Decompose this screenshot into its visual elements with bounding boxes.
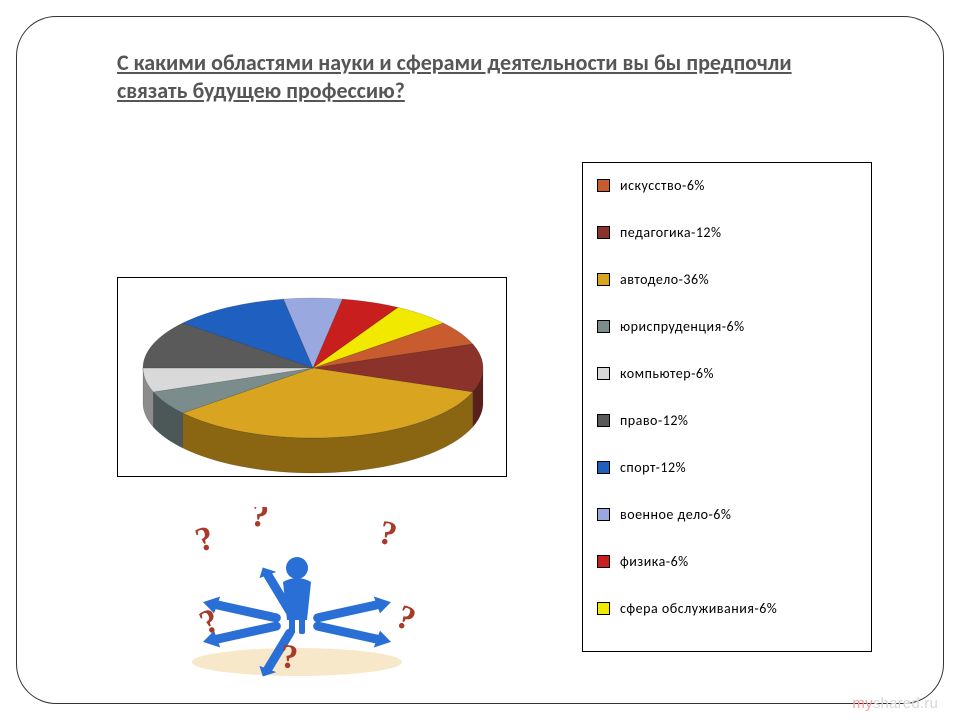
- slide-frame: С какими областями науки и сферами деяте…: [16, 16, 944, 704]
- watermark-prefix: my: [852, 695, 872, 712]
- legend-swatch: [597, 461, 610, 474]
- legend-item: военное дело-6%: [597, 506, 857, 523]
- legend-label: спорт-12%: [620, 459, 686, 476]
- legend-swatch: [597, 414, 610, 427]
- svg-text:?: ?: [375, 514, 400, 554]
- legend-label: сфера обслуживания-6%: [620, 600, 777, 617]
- legend-label: искусство-6%: [620, 177, 705, 194]
- legend-swatch: [597, 179, 610, 192]
- svg-text:?: ?: [391, 598, 421, 639]
- legend-label: право-12%: [620, 412, 688, 429]
- legend-item: право-12%: [597, 412, 857, 429]
- slide-title: С какими областями науки и сферами деяте…: [117, 49, 817, 104]
- pie-chart: [117, 277, 507, 477]
- watermark-suffix: shared.ru: [873, 695, 938, 712]
- legend-item: педагогика-12%: [597, 224, 857, 241]
- legend-label: компьютер-6%: [620, 365, 714, 382]
- legend-label: военное дело-6%: [620, 506, 731, 523]
- legend-label: автодело-36%: [620, 271, 709, 288]
- legend-item: физика-6%: [597, 553, 857, 570]
- legend-swatch: [597, 273, 610, 286]
- legend-label: педагогика-12%: [620, 224, 722, 241]
- legend-swatch: [597, 367, 610, 380]
- legend-item: компьютер-6%: [597, 365, 857, 382]
- legend-item: сфера обслуживания-6%: [597, 600, 857, 617]
- legend-item: юриспруденция-6%: [597, 318, 857, 335]
- watermark: myshared.ru: [852, 695, 938, 712]
- legend-item: спорт-12%: [597, 459, 857, 476]
- legend-label: юриспруденция-6%: [620, 318, 745, 335]
- svg-text:?: ?: [279, 638, 299, 676]
- legend-item: искусство-6%: [597, 177, 857, 194]
- clipart-questions: ??????: [162, 507, 432, 682]
- svg-text:?: ?: [191, 519, 219, 559]
- legend-swatch: [597, 226, 610, 239]
- legend-item: автодело-36%: [597, 271, 857, 288]
- legend-swatch: [597, 320, 610, 333]
- legend: искусство-6% педагогика-12% автодело-36% юр…: [582, 162, 872, 652]
- legend-swatch: [597, 602, 610, 615]
- legend-swatch: [597, 555, 610, 568]
- legend-label: физика-6%: [620, 553, 689, 570]
- svg-text:?: ?: [249, 507, 271, 535]
- legend-swatch: [597, 508, 610, 521]
